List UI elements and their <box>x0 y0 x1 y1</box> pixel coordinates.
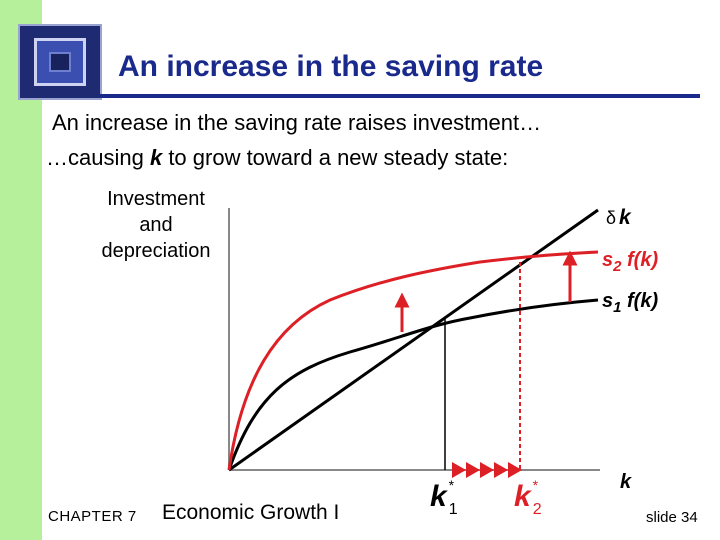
k-growth-arrows <box>452 462 522 478</box>
x-axis-label: k <box>620 471 632 493</box>
k2-star-sub: 2 <box>533 501 542 518</box>
body-line-2: …causing k to grow toward a new steady s… <box>46 145 508 171</box>
s1-label-s: s <box>602 290 613 312</box>
s2-curve <box>227 250 599 471</box>
s2-label-fk: f(k) <box>621 249 658 271</box>
y-axis-label-line-2: and <box>139 214 173 236</box>
k1-star-sub: 1 <box>449 501 458 518</box>
s2-label-sub: 2 <box>612 258 622 275</box>
s1-label-fk: f(k) <box>621 290 658 312</box>
growth-arrowhead-5 <box>508 462 522 478</box>
body-line-2-variable: k <box>149 145 163 170</box>
s1-label: s1 f(k) <box>602 290 658 316</box>
s1-curve <box>227 298 599 471</box>
growth-arrowhead-4 <box>494 462 508 478</box>
s2-label: s2 f(k) <box>602 249 658 275</box>
body-line-1: An increase in the saving rate raises in… <box>52 110 542 135</box>
body-line-2-prefix: …causing <box>46 145 150 170</box>
footer-chapter: CHAPTER 7 <box>48 508 137 525</box>
growth-arrowhead-1 <box>452 462 466 478</box>
footer-title: Economic Growth I <box>162 501 340 524</box>
k1-star-sup: * <box>449 477 455 493</box>
y-axis-label-line-1: Investment <box>107 188 205 210</box>
k1-star-label: k 1 * <box>430 477 458 518</box>
depreciation-line <box>228 208 599 472</box>
logo-core-square <box>49 52 71 72</box>
k2-star-sup: * <box>533 477 539 493</box>
s2-label-s: s <box>602 249 613 271</box>
k2-star-label: k 2 * <box>514 477 542 518</box>
body-line-2-suffix: to grow toward a new steady state: <box>162 145 509 170</box>
k1-star-k: k <box>430 480 448 513</box>
slide-title: An increase in the saving rate <box>118 50 544 83</box>
logo-inner-frame <box>34 38 86 86</box>
k2-star-k: k <box>514 480 532 513</box>
growth-arrowhead-3 <box>480 462 494 478</box>
growth-arrowhead-2 <box>466 462 480 478</box>
y-axis-label: Investment and depreciation <box>92 186 220 264</box>
depreciation-label: k <box>619 206 632 229</box>
depreciation-symbol: δ <box>606 208 616 228</box>
title-underline <box>100 94 700 98</box>
s1-label-sub: 1 <box>613 299 621 316</box>
slide-logo-icon <box>18 24 102 100</box>
footer-slide-number: slide 34 <box>646 509 698 526</box>
y-axis-label-line-3: depreciation <box>101 240 211 262</box>
